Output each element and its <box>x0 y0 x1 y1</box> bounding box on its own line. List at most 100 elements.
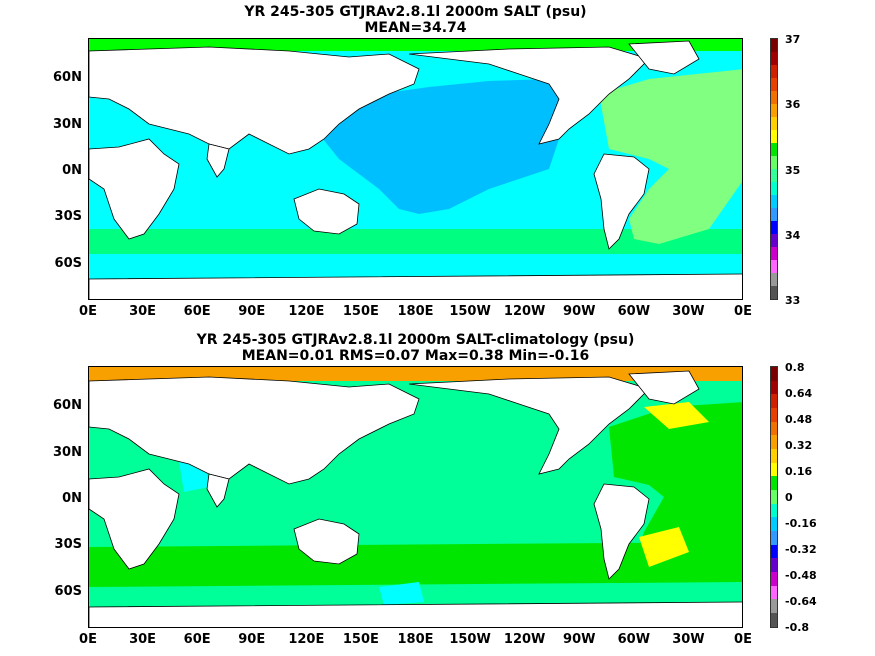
panel1-lon-label: 120E <box>288 304 325 319</box>
north-america-landmass <box>408 376 650 475</box>
india-landmass <box>206 473 230 508</box>
panel2-map-svg <box>89 367 742 627</box>
panel1-lon-label: 60W <box>617 304 651 319</box>
atlantic-anomaly-region <box>609 402 742 572</box>
panel2-colorbar-segment <box>771 476 777 491</box>
panel2-lon-label: 60W <box>617 632 651 647</box>
panel2-lon-label: 60E <box>183 632 211 647</box>
panel2-lon-label: 180E <box>397 632 434 647</box>
panel1-lon-label: 0E <box>734 304 752 319</box>
south-ocean-green-band <box>89 542 742 587</box>
panel2-lon-label: 30W <box>672 632 705 647</box>
panel2-lat-label: 30N <box>53 445 82 460</box>
atlantic-region <box>599 69 742 244</box>
greenland-landmass <box>628 40 700 75</box>
panel1-colorbar-segment <box>771 234 777 247</box>
panel1-colorbar-label: 35 <box>785 164 801 177</box>
panel2-lon-label: 90E <box>238 632 266 647</box>
panel1-lon-label: 0E <box>79 304 97 319</box>
panel2-colorbar-segment <box>771 421 777 436</box>
panel1-lat-label: 60S <box>54 256 82 271</box>
panel1-colorbar-segment <box>771 104 777 117</box>
panel1-colorbar-segment <box>771 169 777 182</box>
panel1-lon-label: 30W <box>672 304 705 319</box>
atlantic-yellow-patch-north <box>644 402 709 429</box>
india-landmass <box>206 143 230 178</box>
panel2-map <box>88 366 743 628</box>
panel2-lat-label: 0N <box>62 491 82 506</box>
panel2-colorbar-segment <box>771 558 777 573</box>
panel1-subtitle: MEAN=34.74 <box>364 20 467 36</box>
panel1-colorbar-segment <box>771 221 777 234</box>
panel2-colorbar-label: -0.8 <box>785 621 810 634</box>
panel1-colorbar-segment <box>771 156 777 169</box>
panel2-colorbar-label: 0.64 <box>785 387 813 400</box>
south-america-landmass <box>593 483 650 580</box>
antarctica-landmass <box>89 273 742 299</box>
panel1-colorbar-segment <box>771 117 777 130</box>
panel1-colorbar-segment <box>771 195 777 208</box>
panel1-colorbar-segment <box>771 130 777 143</box>
land-masses <box>89 40 742 299</box>
panel1-map <box>88 38 743 300</box>
australia-landmass <box>293 518 360 565</box>
panel1-map-svg <box>89 39 742 299</box>
panel1-colorbar-segment <box>771 208 777 221</box>
panel2-colorbar-label: 0.32 <box>785 439 813 452</box>
panel1-colorbar-segment <box>771 39 777 52</box>
panel2-colorbar-segment <box>771 572 777 586</box>
panel2-lon-label: 0E <box>79 632 97 647</box>
panel2-colorbar-segment <box>771 367 777 381</box>
panel1-lon-label: 60E <box>183 304 211 319</box>
panel1-colorbar-label: 36 <box>785 98 801 111</box>
panel1-colorbar-label: 33 <box>785 294 801 307</box>
panel2-colorbar-segment <box>771 585 777 600</box>
south-america-landmass <box>593 153 650 250</box>
panel2-colorbar-label: -0.32 <box>785 543 817 556</box>
panel1-title: YR 245-305 GTJRAv2.8.1l 2000m SALT (psu) <box>244 4 587 20</box>
panel1-colorbar-segment <box>771 273 777 286</box>
panel1-lat-label: 30S <box>54 209 82 224</box>
panel2-colorbar <box>770 366 778 628</box>
australia-landmass <box>293 188 360 235</box>
panel1-colorbar-segment <box>771 91 777 104</box>
panel2-lon-label: 90W <box>563 632 596 647</box>
panel1-lat-label: 60N <box>53 70 82 85</box>
panel2-colorbar-label: -0.16 <box>785 517 817 530</box>
panel1-colorbar-segment <box>771 65 777 78</box>
panel2-colorbar-label: 0.48 <box>785 413 813 426</box>
land-masses <box>89 370 742 627</box>
panel2-lon-label: 30E <box>129 632 157 647</box>
panel1-colorbar-segment <box>771 143 777 156</box>
panel2-colorbar-label: -0.48 <box>785 569 817 582</box>
panel1-colorbar-segment <box>771 52 777 65</box>
panel1-colorbar <box>770 38 778 300</box>
panel2-colorbar-segment <box>771 408 777 422</box>
antarctica-landmass <box>89 601 742 627</box>
panel2-lat-label: 60N <box>53 398 82 413</box>
panel2-subtitle: MEAN=0.01 RMS=0.07 Max=0.38 Min=-0.16 <box>241 348 590 364</box>
panel1-lon-label: 90W <box>563 304 596 319</box>
eurasia-landmass <box>89 46 420 155</box>
panel1-colorbar-segment <box>771 247 777 260</box>
panel1-lon-label: 180E <box>397 304 434 319</box>
southern-cyan-patch <box>379 582 424 605</box>
panel2-colorbar-segment <box>771 462 777 477</box>
panel1-lon-label: 150W <box>449 304 491 319</box>
panel1-colorbar-label: 37 <box>785 33 801 46</box>
panel2-colorbar-label: 0 <box>785 491 793 504</box>
greenland-landmass <box>628 370 700 405</box>
panel1-colorbar-segment <box>771 78 777 91</box>
panel2-colorbar-segment <box>771 531 777 545</box>
eurasia-landmass <box>89 376 420 485</box>
panel2-lon-label: 120E <box>288 632 325 647</box>
panel1-colorbar-segment <box>771 260 777 273</box>
panel2-title: YR 245-305 GTJRAv2.8.1l 2000m SALT-clima… <box>196 332 635 348</box>
panel1-lon-label: 120W <box>503 304 546 319</box>
panel1-colorbar-segment <box>771 286 777 299</box>
panel2-lat-label: 30S <box>54 537 82 552</box>
pacific-core-region <box>319 79 569 214</box>
panel2-lat-label: 60S <box>54 584 82 599</box>
panel2-lon-label: 150W <box>449 632 491 647</box>
atlantic-yellow-patch-south <box>639 527 689 567</box>
